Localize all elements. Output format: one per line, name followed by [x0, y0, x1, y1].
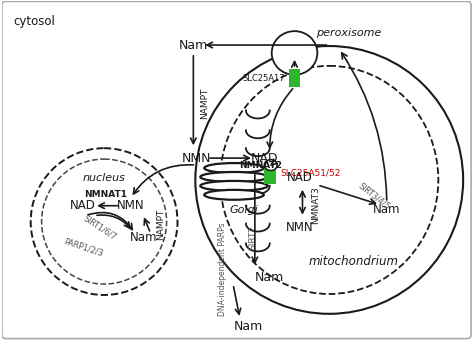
Text: Nam: Nam	[233, 320, 263, 333]
Ellipse shape	[201, 181, 268, 191]
Text: Nam: Nam	[373, 203, 401, 216]
Text: Nam: Nam	[179, 39, 208, 51]
Ellipse shape	[204, 163, 264, 173]
Text: peroxisome: peroxisome	[316, 28, 382, 38]
Text: nucleus: nucleus	[82, 173, 126, 183]
Text: Nam: Nam	[130, 231, 157, 244]
Text: NAMPT: NAMPT	[155, 209, 164, 240]
Text: SLC25A17: SLC25A17	[243, 74, 286, 83]
Text: SIRT3/4/5: SIRT3/4/5	[357, 181, 392, 211]
Text: cytosol: cytosol	[14, 15, 56, 28]
Text: Golgi: Golgi	[229, 205, 258, 215]
Text: NAD: NAD	[70, 199, 96, 212]
Text: PARP1/2/3: PARP1/2/3	[63, 237, 104, 258]
Text: SLC25A51/52: SLC25A51/52	[281, 168, 341, 177]
Text: SIRT2: SIRT2	[248, 225, 257, 250]
Ellipse shape	[204, 190, 264, 200]
Text: NAMPT: NAMPT	[201, 88, 210, 119]
Text: NMN: NMN	[117, 199, 145, 212]
Ellipse shape	[264, 160, 277, 170]
Text: SIRT1/6/7: SIRT1/6/7	[82, 213, 118, 241]
Text: DNA-independent PARPs: DNA-independent PARPs	[218, 222, 227, 316]
Ellipse shape	[201, 172, 268, 182]
Ellipse shape	[195, 46, 463, 314]
Text: NMN: NMN	[286, 221, 313, 234]
Text: Nam: Nam	[255, 271, 284, 284]
Text: mitochondrium: mitochondrium	[309, 255, 399, 268]
Bar	[289, 69, 301, 87]
Text: NAD: NAD	[287, 172, 312, 184]
Bar	[264, 164, 276, 184]
Text: NMNAT3: NMNAT3	[311, 186, 320, 224]
Text: NAD: NAD	[251, 152, 279, 165]
Text: NMN: NMN	[182, 152, 211, 165]
Text: NMNAT2: NMNAT2	[239, 161, 282, 169]
Ellipse shape	[31, 148, 177, 295]
Text: NMNAT1: NMNAT1	[84, 190, 128, 199]
Ellipse shape	[272, 31, 317, 75]
